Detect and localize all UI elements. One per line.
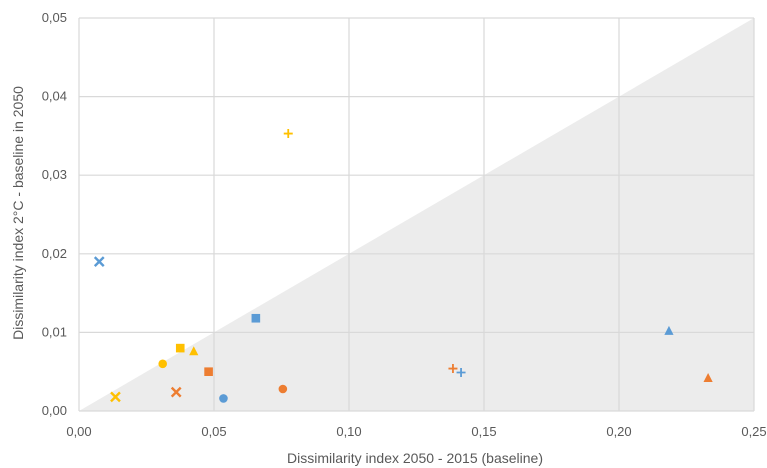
data-point-circle	[219, 394, 228, 403]
y-tick-label: 0,03	[42, 167, 67, 182]
x-tick-label: 0,05	[201, 424, 226, 439]
x-tick-label: 0,15	[471, 424, 496, 439]
y-tick-label: 0,01	[42, 324, 67, 339]
data-point-square	[175, 343, 185, 353]
data-point-circle	[158, 359, 167, 369]
data-point-plus	[283, 129, 293, 139]
data-point-square	[204, 367, 213, 376]
data-point-plus	[448, 364, 458, 374]
x-tick-label: 0,20	[606, 424, 631, 439]
data-point-triangle	[664, 325, 674, 335]
y-axis-title: Dissimilarity index 2°C - baseline in 20…	[10, 86, 26, 340]
y-axis-ticks: 0,00 0,01 0,02 0,03 0,04 0,05	[42, 10, 67, 418]
gridlines	[78, 17, 755, 412]
y-tick-label: 0,00	[42, 403, 67, 418]
data-point-square	[251, 313, 261, 323]
data-point-triangle	[189, 346, 199, 356]
plot-area	[79, 18, 754, 411]
x-axis-ticks: 0,00 0,05 0,10 0,15 0,20 0,25	[66, 424, 766, 439]
y-tick-label: 0,04	[42, 89, 67, 104]
x-tick-label: 0,00	[66, 424, 91, 439]
x-axis-title: Dissimilarity index 2050 - 2015 (baselin…	[287, 450, 543, 466]
data-point-plus	[456, 367, 466, 377]
data-point-x	[170, 386, 182, 398]
y-tick-label: 0,02	[42, 246, 67, 261]
data-point-triangle	[703, 372, 713, 382]
data-point-x	[93, 256, 105, 268]
data-point-x	[110, 391, 121, 403]
shaded-region	[79, 18, 754, 411]
y-tick-label: 0,05	[42, 10, 67, 25]
data-points	[93, 129, 713, 403]
x-tick-label: 0,10	[336, 424, 361, 439]
x-tick-label: 0,25	[741, 424, 766, 439]
data-point-circle	[278, 384, 288, 394]
